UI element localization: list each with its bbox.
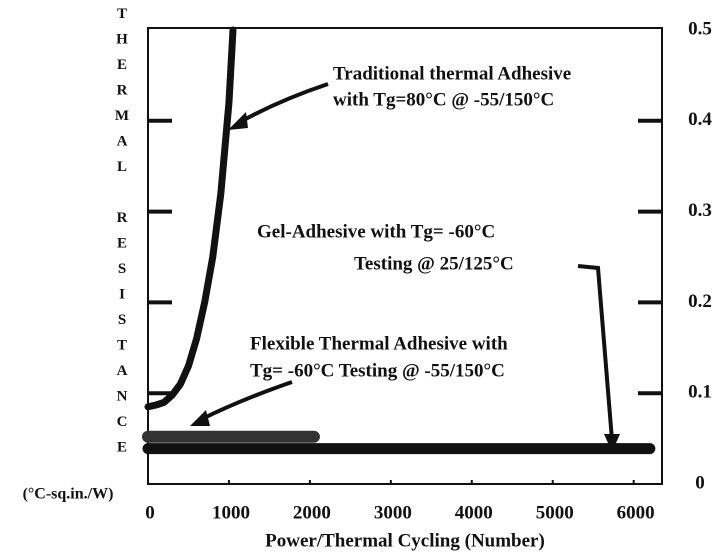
arrowheads — [190, 112, 620, 452]
x-tick-label: 1000 — [212, 502, 250, 523]
x-tick-label: 2000 — [293, 502, 331, 523]
y-tick-label: 0.1 — [688, 382, 712, 403]
arrow — [239, 82, 329, 124]
annotation: Testing @ 25/125°C — [354, 253, 514, 274]
x-tick-label: 3000 — [374, 502, 412, 523]
y-tick-label: 0.3 — [688, 200, 712, 221]
annotation: Gel-Adhesive with Tg= -60°C — [257, 221, 495, 242]
series-line — [144, 26, 237, 411]
annotation: Tg= -60°C Testing @ -55/150°C — [250, 360, 505, 381]
arrow — [577, 264, 614, 441]
x-tick-label: 4000 — [455, 502, 493, 523]
x-axis-label: Power/Thermal Cycling (Number) — [265, 530, 545, 551]
x-tick-label: 0 — [145, 502, 155, 523]
y-tick-label: 0 — [695, 472, 705, 493]
x-tick-label: 6000 — [617, 502, 655, 523]
annotation: Flexible Thermal Adhesive with — [250, 333, 508, 354]
plot-frame — [147, 27, 663, 485]
arrowhead — [604, 434, 620, 452]
y-axis-unit: (°C-sq.in./W) — [23, 486, 114, 503]
y-tick-label: 0.4 — [688, 109, 712, 130]
arrowhead — [190, 410, 210, 426]
arrow — [199, 380, 293, 422]
annotation: with Tg=80°C @ -55/150°C — [333, 89, 554, 110]
arrowhead — [228, 112, 248, 130]
arrows — [199, 82, 614, 441]
y-tick-label: 0.5 — [688, 18, 712, 39]
y-tick-label: 0.2 — [688, 291, 712, 312]
x-tick-label: 5000 — [536, 502, 574, 523]
annotation: Traditional thermal Adhesive — [333, 63, 571, 84]
